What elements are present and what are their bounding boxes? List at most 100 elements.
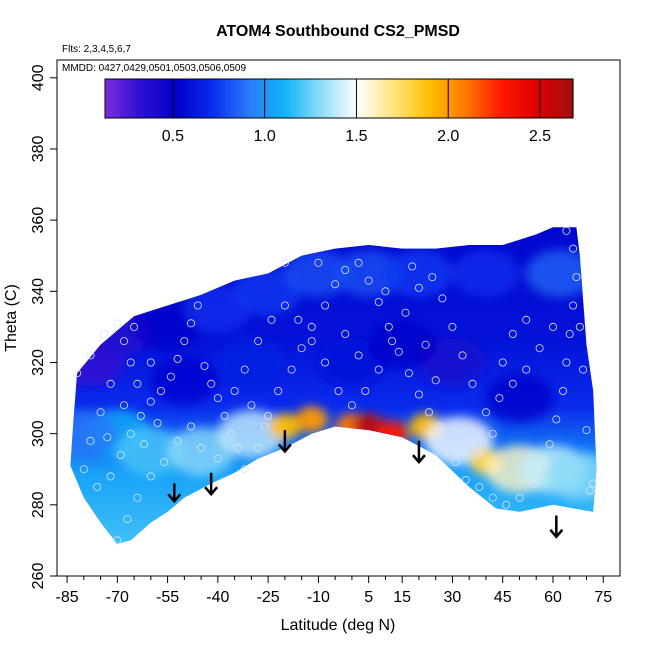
colorbar-segment [198, 79, 204, 118]
colorbar-segment [491, 79, 496, 118]
sample-point [213, 454, 222, 463]
sample-point [384, 322, 393, 331]
colorbar-segment [358, 79, 363, 118]
colorbar-segment [561, 79, 566, 118]
colorbar-segment [140, 79, 145, 118]
colorbar-segment [541, 79, 547, 118]
colorbar-segment [268, 79, 274, 118]
colorbar-segment [459, 79, 465, 118]
colorbar-segment [417, 79, 422, 118]
colorbar-segment [210, 79, 215, 118]
sample-point [99, 329, 108, 338]
colorbar-segment [374, 79, 379, 118]
colorbar-segment [381, 79, 387, 118]
sample-point [254, 337, 263, 346]
sample-point [522, 315, 531, 324]
sample-point [133, 493, 142, 502]
heatmap-cell [368, 320, 437, 369]
colorbar-segment [471, 79, 477, 118]
colorbar-segment [436, 79, 441, 118]
sample-point [522, 365, 531, 374]
sample-point [254, 443, 263, 452]
colorbar-segment [276, 79, 282, 118]
colorbar-segment [534, 79, 539, 118]
colorbar-segment [420, 79, 426, 118]
colorbar-segment [194, 79, 200, 118]
colorbar-segment [202, 79, 207, 118]
colorbar-segment [105, 79, 110, 118]
sample-point [364, 276, 373, 285]
colorbar-segment [569, 79, 574, 118]
sample-point [160, 458, 169, 467]
sample-point [562, 358, 571, 367]
x-tick-label: 75 [594, 589, 612, 606]
dates-note: MMDD: 0427,0429,0501,0503,0506,0509 [62, 63, 246, 74]
sample-point [280, 258, 289, 267]
colorbar-segment [190, 79, 196, 118]
heatmap-cell [525, 249, 594, 298]
colorbar-segment [159, 79, 165, 118]
sample-point [247, 401, 256, 410]
sample-point [394, 347, 403, 356]
colorbar-segment [401, 79, 406, 118]
colorbar-segment [257, 79, 262, 118]
sample-point [374, 365, 383, 374]
colorbar-segment [467, 79, 473, 118]
sample-point [488, 429, 497, 438]
sample-point [575, 322, 584, 331]
sample-point [428, 273, 437, 282]
sample-point [230, 386, 239, 395]
colorbar-box [104, 78, 574, 119]
sample-point [508, 379, 517, 388]
sample-point [120, 401, 129, 410]
sample-point [582, 426, 591, 435]
sample-point [334, 386, 343, 395]
heatmap-cell [133, 302, 202, 351]
heatmap-cell [70, 409, 118, 458]
sample-point [451, 458, 460, 467]
sample-point [93, 482, 102, 491]
colorbar-segment [116, 79, 122, 118]
sample-point [156, 386, 165, 395]
sample-point [307, 322, 316, 331]
sample-point [166, 372, 175, 381]
heatmap-cell [217, 409, 286, 458]
sample-point [146, 472, 155, 481]
sample-point [341, 265, 350, 274]
x-tick-label: 15 [393, 589, 411, 606]
sample-point [297, 344, 306, 353]
heatmap-cell [295, 406, 328, 433]
sample-point [545, 440, 554, 449]
colorbar-segment [311, 79, 317, 118]
colorbar-segment [108, 79, 114, 118]
colorbar-segment [132, 79, 137, 118]
anomaly-arrow-head [204, 486, 219, 497]
colorbar-segment [545, 79, 551, 118]
colorbar-tick-label: 2.0 [437, 128, 459, 145]
y-tick-label: 360 [30, 207, 47, 234]
sample-point [116, 450, 125, 459]
colorbar-segment [155, 79, 161, 118]
sample-point [589, 479, 598, 488]
sample-point [307, 337, 316, 346]
sample-point [421, 340, 430, 349]
colorbar-segment [136, 79, 141, 118]
colorbar-segment [128, 79, 133, 118]
sample-point [193, 301, 202, 310]
colorbar-segment [432, 79, 438, 118]
colorbar-segment [440, 79, 445, 118]
sample-point [120, 337, 129, 346]
sample-point [287, 365, 296, 374]
sample-point [414, 390, 423, 399]
colorbar-segment [303, 79, 309, 118]
x-tick-label: 30 [444, 589, 462, 606]
x-tick-label: -40 [206, 589, 229, 606]
sample-point [475, 450, 484, 459]
colorbar-segment [241, 79, 246, 118]
y-tick-label: 320 [30, 349, 47, 376]
colorbar-segment [498, 79, 504, 118]
sample-point [73, 369, 82, 378]
colorbar-segment [319, 79, 324, 118]
colorbar-segment [300, 79, 305, 118]
sample-point [133, 379, 142, 388]
